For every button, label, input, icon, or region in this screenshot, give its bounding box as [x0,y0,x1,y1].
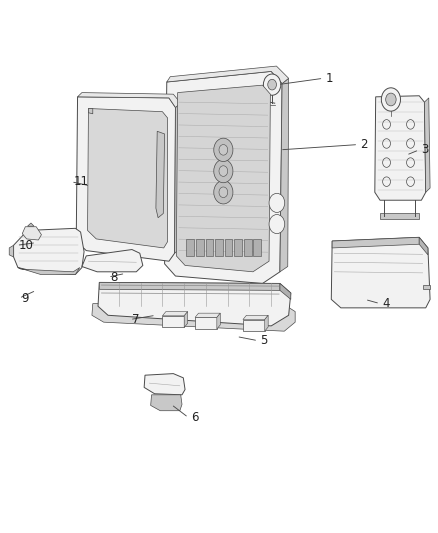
Polygon shape [9,245,14,257]
Text: 6: 6 [191,411,198,424]
Polygon shape [195,313,220,317]
Polygon shape [151,395,182,411]
Polygon shape [217,313,220,329]
Text: 7: 7 [132,313,139,326]
Polygon shape [76,97,176,261]
Polygon shape [82,249,143,272]
Polygon shape [243,319,265,331]
Polygon shape [424,98,430,192]
Polygon shape [195,317,217,329]
Circle shape [214,181,233,204]
Circle shape [219,187,228,198]
Polygon shape [22,227,42,240]
Polygon shape [98,282,291,326]
Polygon shape [162,316,184,327]
Polygon shape [184,312,187,327]
Polygon shape [28,223,34,226]
Polygon shape [88,109,93,114]
Circle shape [219,144,228,155]
Polygon shape [280,284,291,300]
Text: 11: 11 [73,175,88,188]
Polygon shape [177,85,270,272]
Circle shape [214,138,233,161]
Polygon shape [244,239,252,256]
Polygon shape [78,93,181,108]
Polygon shape [99,282,280,290]
Text: 10: 10 [19,239,34,252]
Polygon shape [234,239,242,256]
Polygon shape [162,312,187,316]
Circle shape [381,88,400,111]
Polygon shape [331,237,430,308]
Polygon shape [88,109,168,248]
Polygon shape [243,316,268,319]
Circle shape [268,79,276,90]
Polygon shape [165,71,282,284]
Circle shape [269,193,285,213]
Polygon shape [167,66,289,84]
Circle shape [386,93,396,106]
Circle shape [269,215,285,233]
Polygon shape [423,285,430,289]
Polygon shape [14,228,84,274]
Polygon shape [196,239,204,256]
Text: 1: 1 [325,72,333,85]
Text: 2: 2 [360,138,368,151]
Polygon shape [156,131,165,217]
Polygon shape [332,237,419,248]
Polygon shape [205,239,213,256]
Polygon shape [280,78,289,272]
Text: 3: 3 [421,143,429,156]
Polygon shape [18,268,80,274]
Text: 8: 8 [110,271,117,284]
Polygon shape [253,239,261,256]
Text: 4: 4 [382,297,390,310]
Text: 9: 9 [21,292,28,305]
Polygon shape [92,304,295,331]
Polygon shape [215,239,223,256]
Polygon shape [265,316,268,331]
Polygon shape [186,239,194,256]
Circle shape [263,74,281,95]
Circle shape [214,159,233,183]
Circle shape [219,166,228,176]
Polygon shape [375,96,426,200]
Polygon shape [419,237,428,255]
Polygon shape [175,103,181,253]
Polygon shape [225,239,233,256]
Text: 5: 5 [260,334,268,347]
Polygon shape [380,214,419,219]
Polygon shape [144,374,185,395]
